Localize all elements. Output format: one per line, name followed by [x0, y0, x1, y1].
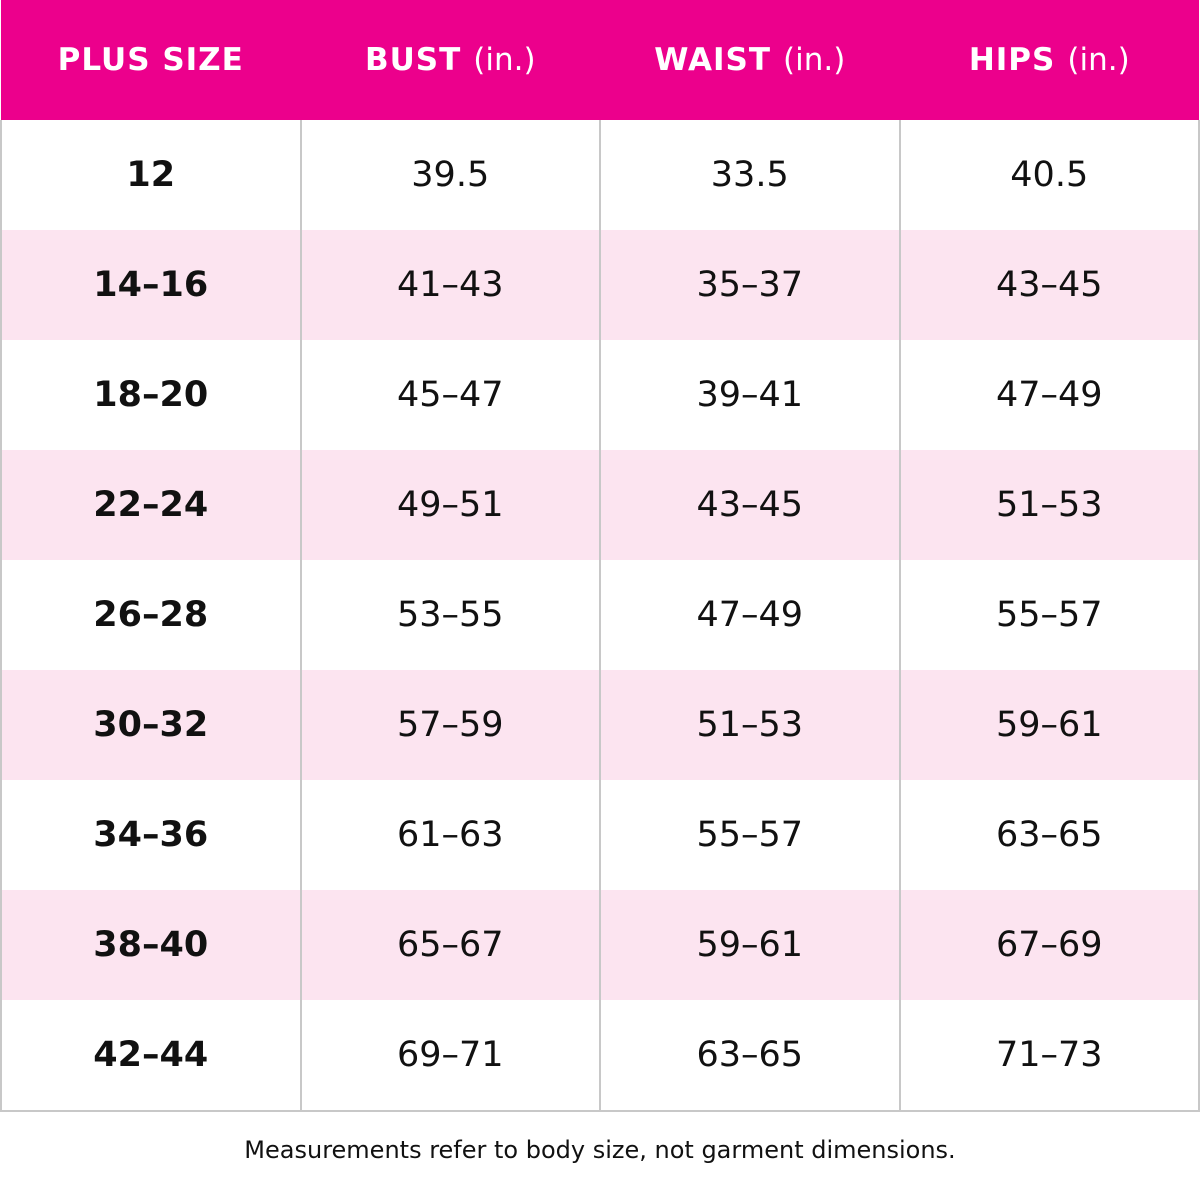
measurement-cell: 33.5: [599, 120, 900, 230]
measurement-cell: 39.5: [299, 120, 600, 230]
measurement-cell: 41–43: [299, 230, 600, 340]
table-row: 14–16 41–43 35–37 43–45: [0, 230, 1200, 340]
size-cell: 22–24: [0, 450, 301, 560]
size-table: PLUS SIZE BUST (in.) WAIST (in.) HIPS (in.) 12…: [0, 0, 1200, 1112]
measurement-cell: 61–63: [299, 780, 600, 890]
header-unit: (in.): [783, 42, 846, 78]
header-unit: (in.): [1067, 42, 1130, 78]
header-label: PLUS SIZE: [57, 42, 244, 78]
table-row: 26–28 53–55 47–49 55–57: [0, 560, 1200, 670]
header-cell: PLUS SIZE: [1, 0, 301, 120]
table-row: 38–40 65–67 59–61 67–69: [0, 890, 1200, 1000]
size-cell: 18–20: [0, 340, 301, 450]
table-header: PLUS SIZE BUST (in.) WAIST (in.) HIPS (in.): [1, 0, 1199, 120]
measurement-cell: 45–47: [299, 340, 600, 450]
measurement-cell: 55–57: [898, 560, 1200, 670]
measurement-cell: 43–45: [599, 450, 900, 560]
header-unit: (in.): [473, 42, 536, 78]
measurement-cell: 51–53: [898, 450, 1200, 560]
measurement-cell: 55–57: [599, 780, 900, 890]
table-row: 30–32 57–59 51–53 59–61: [0, 670, 1200, 780]
table-row: 34–36 61–63 55–57 63–65: [0, 780, 1200, 890]
table-row: 18–20 45–47 39–41 47–49: [0, 340, 1200, 450]
header-label: BUST: [364, 42, 462, 78]
measurement-cell: 63–65: [599, 1000, 900, 1112]
size-cell: 12: [0, 120, 301, 230]
table-row: 42–44 69–71 63–65 71–73: [0, 1000, 1200, 1112]
measurement-cell: 39–41: [599, 340, 900, 450]
measurement-cell: 47–49: [898, 340, 1200, 450]
measurement-cell: 47–49: [599, 560, 900, 670]
measurement-cell: 35–37: [599, 230, 900, 340]
size-cell: 26–28: [0, 560, 301, 670]
table-row: 22–24 49–51 43–45 51–53: [0, 450, 1200, 560]
header-cell: HIPS (in.): [899, 0, 1199, 120]
table-body: 12 39.5 33.5 40.5 14–16 41–43 35–37 43–45 18–20 4…: [0, 120, 1200, 1112]
measurement-cell: 57–59: [299, 670, 600, 780]
header-label: HIPS: [968, 42, 1056, 78]
measurement-cell: 43–45: [898, 230, 1200, 340]
measurement-cell: 40.5: [898, 120, 1200, 230]
size-cell: 38–40: [0, 890, 301, 1000]
footnote: Measurements refer to body size, not gar…: [244, 1136, 956, 1164]
measurement-cell: 63–65: [898, 780, 1200, 890]
measurement-cell: 69–71: [299, 1000, 600, 1112]
measurement-cell: 49–51: [299, 450, 600, 560]
measurement-cell: 53–55: [299, 560, 600, 670]
size-cell: 34–36: [0, 780, 301, 890]
header-label: WAIST: [654, 42, 771, 78]
size-cell: 42–44: [0, 1000, 301, 1112]
measurement-cell: 71–73: [898, 1000, 1200, 1112]
measurement-cell: 59–61: [898, 670, 1200, 780]
table-row: 12 39.5 33.5 40.5: [0, 120, 1200, 230]
measurement-cell: 59–61: [599, 890, 900, 1000]
measurement-cell: 51–53: [599, 670, 900, 780]
size-cell: 14–16: [0, 230, 301, 340]
header-row: PLUS SIZE BUST (in.) WAIST (in.) HIPS (in.): [1, 0, 1199, 120]
measurement-cell: 65–67: [299, 890, 600, 1000]
header-cell: BUST (in.): [300, 0, 600, 120]
size-cell: 30–32: [0, 670, 301, 780]
header-cell: WAIST (in.): [600, 0, 900, 120]
measurement-cell: 67–69: [898, 890, 1200, 1000]
